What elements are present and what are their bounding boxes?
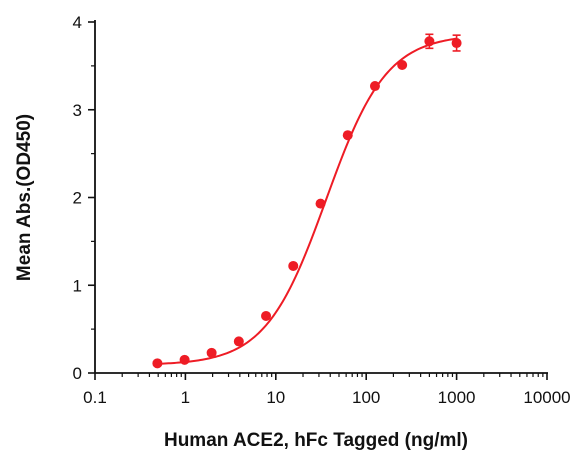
y-axis-title: Mean Abs.(OD450) [14, 114, 35, 281]
x-tick-label: 10 [266, 388, 285, 407]
x-tick-label: 1000 [438, 388, 476, 407]
data-point [233, 336, 244, 347]
y-tick-label: 3 [73, 101, 82, 120]
data-point [288, 260, 299, 271]
data-point [152, 358, 163, 369]
y-tick-label: 2 [73, 189, 82, 208]
y-tick-label: 4 [73, 13, 82, 32]
x-tick-label: 10000 [523, 388, 570, 407]
data-point [369, 81, 380, 92]
x-tick-label: 100 [352, 388, 380, 407]
data-point [261, 310, 272, 321]
data-point [179, 354, 190, 365]
data-point [315, 198, 326, 209]
x-axis-ticks: 0.1 1 10 100 1000 10000 [83, 373, 571, 407]
data-point [342, 130, 353, 141]
data-point [451, 38, 462, 49]
fit-curve [157, 37, 457, 365]
data-points [152, 33, 462, 369]
y-axis-ticks: 0 1 2 3 4 [73, 13, 95, 383]
x-tick-label: 0.1 [83, 388, 107, 407]
y-tick-label: 0 [73, 364, 82, 383]
y-tick-label: 1 [73, 276, 82, 295]
x-tick-label: 1 [181, 388, 190, 407]
data-point [206, 347, 217, 358]
data-point [397, 59, 408, 70]
x-axis-title: Human ACE2, hFc Tagged (ng/ml) [164, 430, 468, 451]
data-point [424, 36, 435, 47]
axes [94, 20, 548, 374]
